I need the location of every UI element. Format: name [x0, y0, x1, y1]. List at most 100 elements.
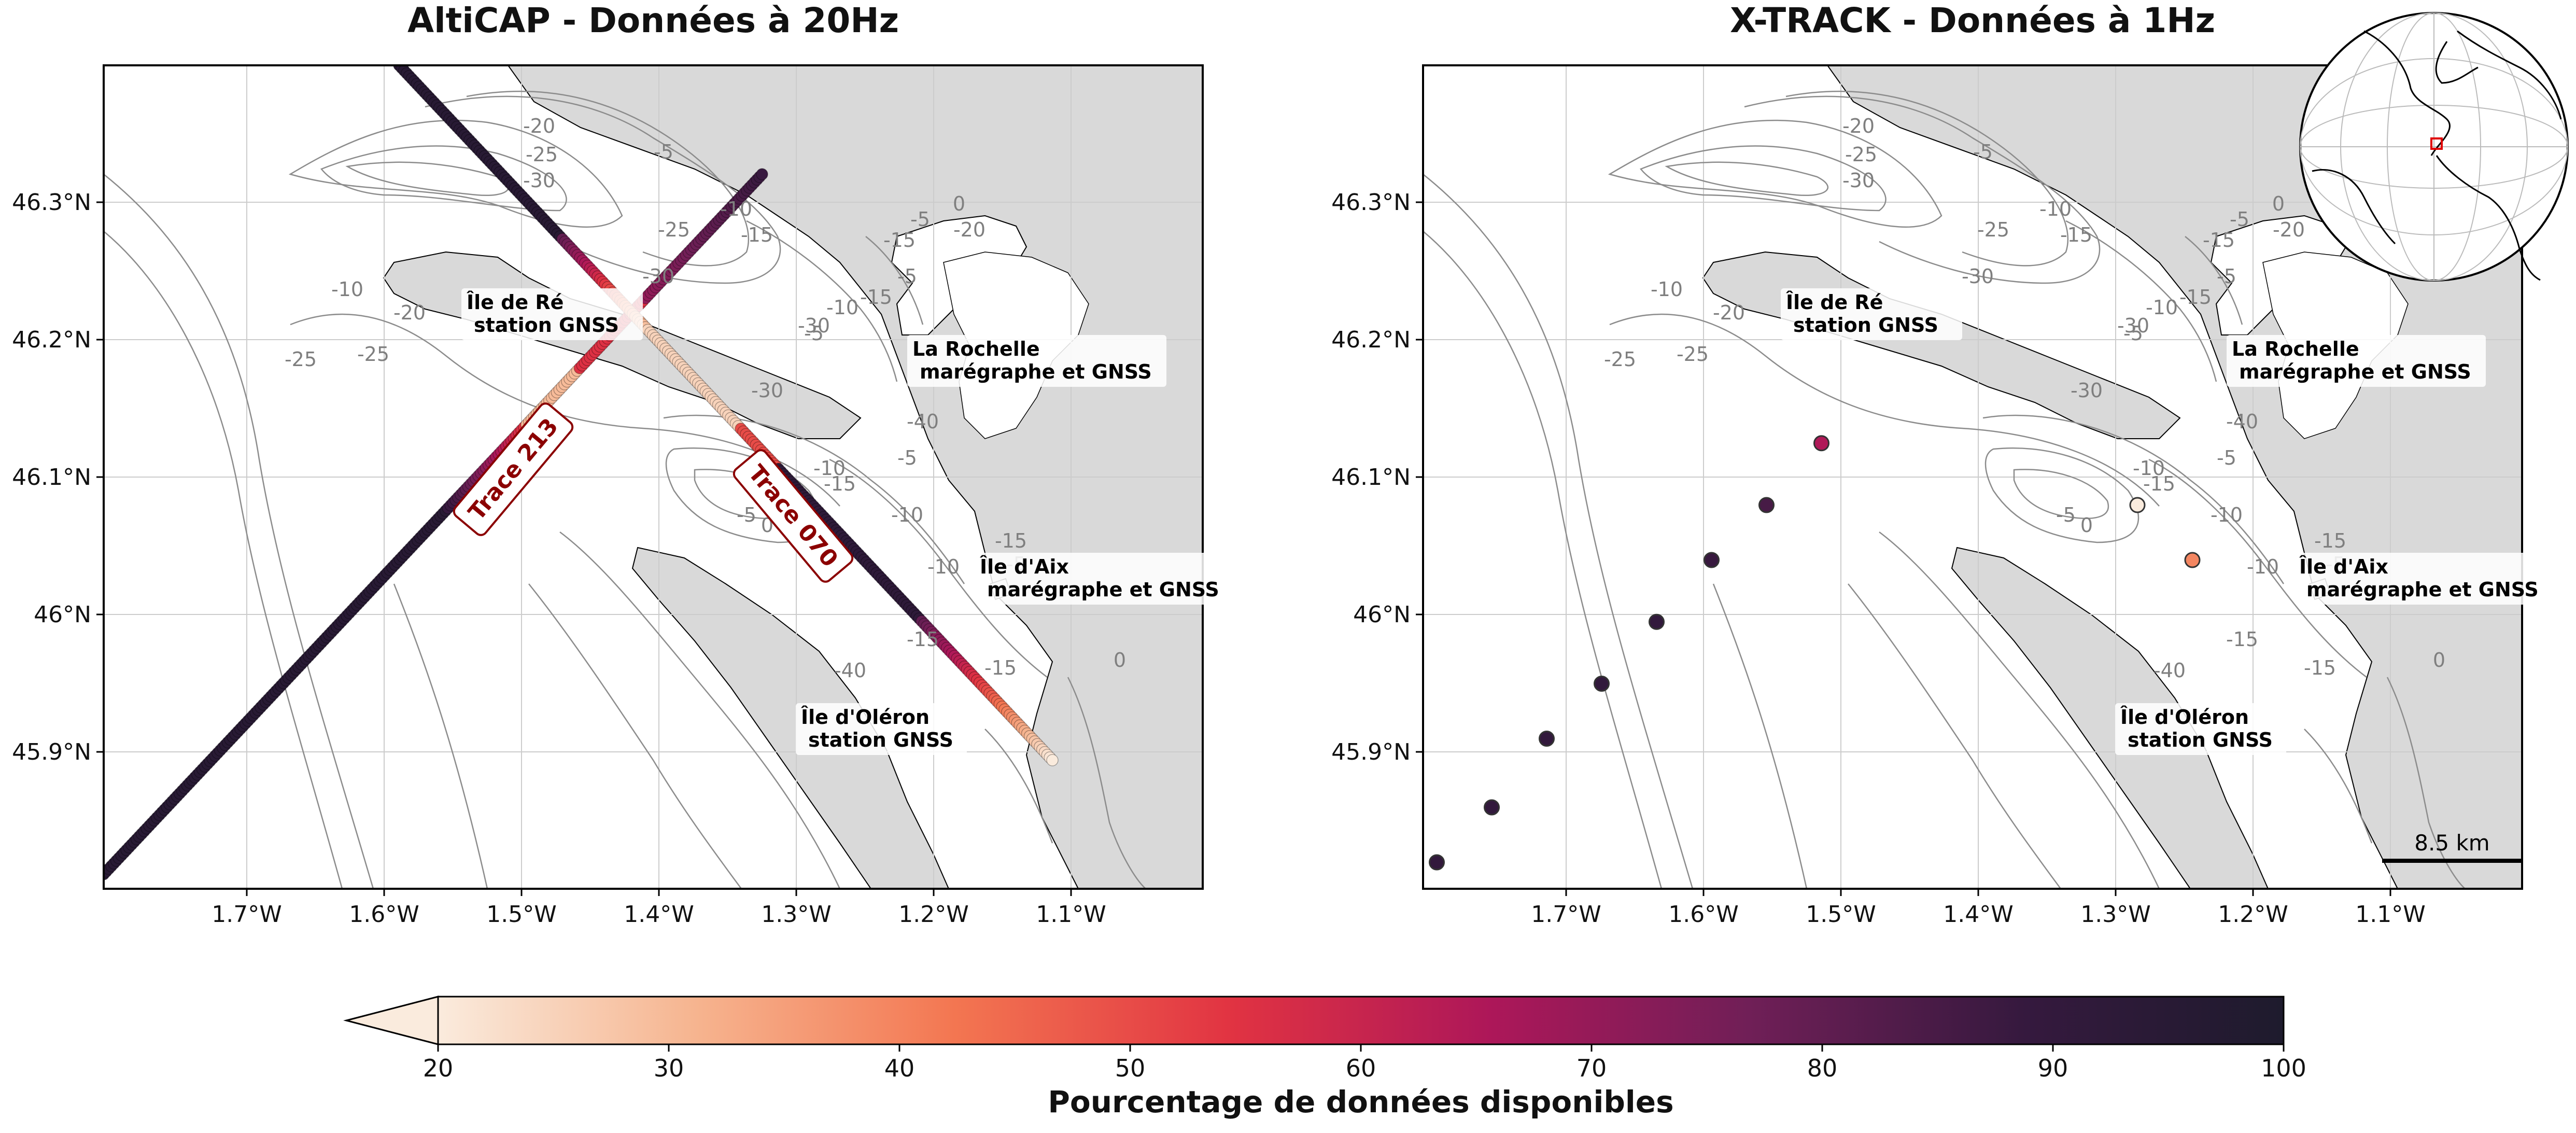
- contour-label: -40: [907, 410, 939, 433]
- place-label-box: [907, 335, 1166, 387]
- scale-bar-label: 8.5 km: [2414, 830, 2489, 856]
- contour-label: -10: [2146, 296, 2178, 319]
- contour-label: -5: [2217, 446, 2236, 469]
- colorbar-tick-label: 30: [654, 1054, 684, 1082]
- place-name: Île de Ré: [1786, 291, 1883, 314]
- place-detail: station GNSS: [474, 314, 619, 337]
- lon-tick-label: 1.5°W: [486, 901, 556, 928]
- lat-tick-label: 46.2°N: [12, 327, 91, 353]
- lat-tick-label: 46.3°N: [12, 189, 91, 216]
- contour-label: -25: [1845, 143, 1877, 166]
- contour-label: -20: [2273, 218, 2305, 241]
- contour-label: -30: [1842, 169, 1875, 192]
- contour-label: -5: [2217, 265, 2236, 288]
- alticap-title: AltiCAP - Données à 20Hz: [407, 1, 899, 40]
- contour-label: -5: [897, 446, 917, 469]
- xtrack-point: [1813, 435, 1829, 452]
- place-name: La Rochelle: [2232, 338, 2359, 360]
- contour-label: -5: [897, 265, 917, 288]
- xtrack-point: [1758, 497, 1775, 513]
- place-detail: marégraphe et GNSS: [2306, 578, 2539, 601]
- lon-tick-label: 1.3°W: [761, 901, 831, 928]
- xtrack-map-panel: X-TRACK - Données à 1Hz -20-25-30-5-10-1…: [1331, 1, 2569, 928]
- contour-label: -5: [654, 141, 673, 163]
- lat-tick-label: 46°N: [34, 602, 91, 628]
- colorbar-tick-label: 60: [1346, 1054, 1376, 1082]
- contour-label: -25: [1677, 343, 1709, 366]
- contour-label: 0: [2272, 192, 2285, 215]
- lon-tick-label: 1.6°W: [349, 901, 419, 928]
- contour-label: 0: [953, 192, 965, 215]
- contour-label: -30: [2071, 379, 2103, 402]
- place-name: Île de Ré: [467, 291, 564, 314]
- lat-tick-label: 46.1°N: [1331, 464, 1411, 491]
- contour-label: -15: [984, 656, 1017, 679]
- lon-tick-label: 1.7°W: [212, 901, 281, 928]
- contour-label: -15: [2203, 229, 2235, 251]
- colorbar-tick-label: 70: [1576, 1054, 1607, 1082]
- place-label-box: [2294, 553, 2543, 605]
- contour-label: -15: [2060, 223, 2092, 246]
- alticap-map-panel: AltiCAP - Données à 20Hz -20-25-30-5-10-…: [12, 1, 1223, 928]
- contour-label: -10: [2133, 457, 2165, 480]
- xtrack-points: [1429, 435, 2201, 871]
- xtrack-point: [1429, 854, 1445, 871]
- contour-label: -25: [526, 143, 558, 166]
- place-name: Île d'Aix: [980, 555, 1069, 578]
- contour-label: -10: [2039, 198, 2072, 220]
- contour-label: -15: [2226, 628, 2258, 651]
- contour-label: -25: [1604, 348, 1636, 371]
- track-point: [756, 168, 768, 180]
- contour-label: -10: [2247, 555, 2279, 578]
- xtrack-point: [1704, 552, 1720, 568]
- contour-label: -10: [813, 457, 846, 480]
- contour-label: -30: [1962, 265, 1994, 288]
- contour-label: -20: [1713, 301, 1745, 324]
- place-name: Île d'Aix: [2299, 555, 2388, 578]
- place-name: Île d'Oléron: [2120, 706, 2249, 729]
- contour-label: -30: [2117, 314, 2149, 337]
- place-detail: marégraphe et GNSS: [920, 360, 1152, 383]
- scale-bar: 8.5 km: [2382, 830, 2522, 863]
- lon-tick-label: 1.6°W: [1668, 901, 1738, 928]
- place-label-box: [461, 288, 643, 340]
- contour-label: -10: [1651, 278, 1683, 301]
- place-label-box: [2227, 335, 2486, 387]
- xtrack-point: [2184, 552, 2201, 568]
- place-name: Île d'Oléron: [801, 706, 930, 729]
- contour-label: -5: [737, 503, 756, 526]
- colorbar: 20 30 40 50 60 70 80 90 100 Pourcentage de donné…: [343, 996, 2306, 1120]
- contour-label: -15: [741, 223, 773, 246]
- place-detail: station GNSS: [1793, 314, 1938, 337]
- place-detail: station GNSS: [2128, 729, 2273, 751]
- contour-label: -10: [891, 503, 923, 526]
- xtrack-title: X-TRACK - Données à 1Hz: [1730, 1, 2215, 40]
- contour-label: -30: [523, 169, 555, 192]
- contour-label: -15: [2179, 286, 2212, 309]
- colorbar-tick-label: 100: [2261, 1054, 2306, 1082]
- lat-tick-label: 46.2°N: [1331, 327, 1411, 353]
- contour-label: -20: [523, 115, 555, 137]
- colorbar-tick-label: 40: [884, 1054, 915, 1082]
- contour-label: -5: [2230, 208, 2249, 231]
- place-detail: station GNSS: [808, 729, 953, 751]
- contour-label: 0: [1114, 649, 1126, 672]
- alticap-axis-ticks: 46.3°N 46.2°N 46.1°N 46°N 45.9°N 1.7°W 1.6°W 1.…: [12, 189, 1106, 928]
- xtrack-axis-ticks: 46.3°N 46.2°N 46.1°N 46°N 45.9°N 1.7°W 1.6°W 1.…: [1331, 189, 2426, 928]
- contour-label: -15: [824, 472, 856, 495]
- contour-label: -20: [953, 218, 986, 241]
- inset-globe: [2299, 12, 2569, 282]
- lon-tick-label: 1.2°W: [898, 901, 968, 928]
- contour-label: -30: [751, 379, 783, 402]
- xtrack-contour-labels: -20-25-30-5-10-15-25-300-15-5 -20-5-15-10…: [1604, 115, 2445, 682]
- lat-tick-label: 46.3°N: [1331, 189, 1411, 216]
- contour-label: -15: [2143, 472, 2175, 495]
- lon-tick-label: 1.1°W: [2355, 901, 2425, 928]
- lat-tick-label: 45.9°N: [12, 739, 91, 765]
- contour-label: -40: [834, 659, 866, 682]
